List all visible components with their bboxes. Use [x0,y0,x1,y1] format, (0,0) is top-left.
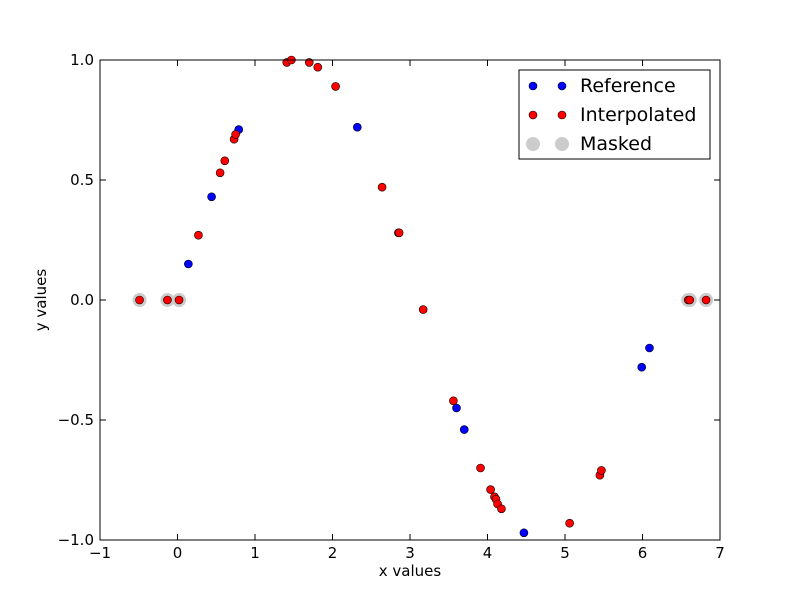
plot-frame [99,59,721,541]
interpolated-point [565,518,574,528]
x-tick-label: 4 [483,544,493,562]
interpolated-point [231,130,240,139]
y-tick-label: 1.0 [70,51,94,69]
reference-point [459,425,469,434]
y-tick-label: 0.5 [70,171,94,189]
x-tick-label: 6 [638,544,648,562]
interpolated-point [486,485,495,494]
y-axis-label: y values [32,269,50,332]
legend-label: Masked [580,133,652,155]
interpolated-point [685,295,695,305]
interpolated-point [701,295,711,305]
y-tick-label: −1.0 [58,531,94,549]
interpolated-point [377,182,387,192]
reference-point [352,122,362,132]
legend-marker [555,137,569,151]
interpolated-point [174,295,184,305]
x-tick-label: 0 [173,544,183,562]
x-tick-label: 7 [715,544,725,562]
legend-marker [526,137,540,151]
legend-entries: Reference Interpolated Masked [526,75,696,155]
interpolated-point [135,295,144,305]
legend-marker [557,110,567,120]
interpolated-point [313,62,323,72]
interpolated-point [394,228,404,238]
interpolated-point [476,463,485,473]
reference-point [645,343,654,353]
y-tick-label: −0.5 [58,411,94,429]
x-tick-label: 2 [328,544,338,562]
legend-box [518,69,711,160]
y-tick-label: 0.0 [70,291,94,309]
legend-marker [557,81,567,91]
reference-point [207,192,216,202]
reference-point [184,259,193,269]
marks-layer [132,55,714,538]
x-axis-label: x values [379,562,442,580]
legend: Reference Interpolated Masked [518,69,711,160]
legend-marker [528,81,538,91]
x-tick-label: 5 [560,544,570,562]
interpolated-point [497,504,506,514]
interpolated-point [331,82,340,91]
interpolated-point [418,305,428,314]
legend-label: Interpolated [580,104,696,126]
interpolated-point [163,295,172,305]
interpolated-point [215,168,225,178]
reference-point [452,403,461,413]
legend-marker [528,110,538,120]
x-tick-label: 3 [405,544,415,562]
x-tick-label: 1 [250,544,260,562]
interpolated-point [449,396,458,406]
legend-label: Reference [580,75,676,97]
interpolated-point [194,230,203,240]
x-tick-label: −1 [89,544,111,562]
interpolated-point [220,156,230,166]
reference-point [637,362,647,372]
reference-point [519,528,529,538]
interpolated-point [597,466,606,475]
